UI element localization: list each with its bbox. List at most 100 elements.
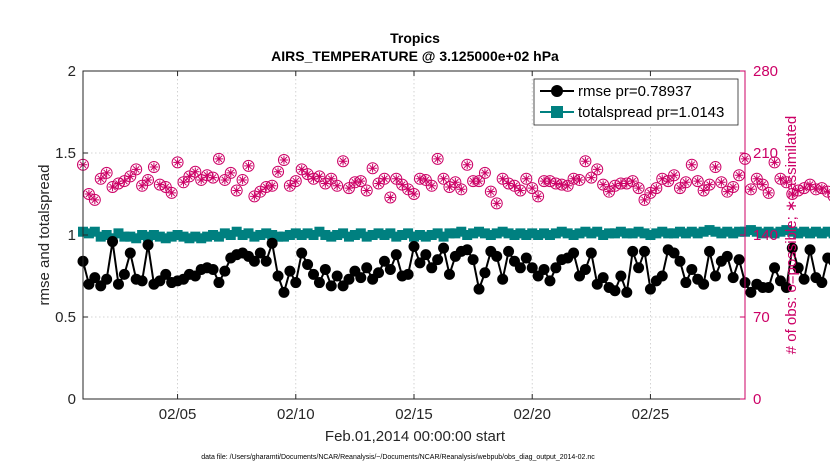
obs-possible-point — [171, 156, 184, 169]
totalspread-point — [355, 228, 366, 239]
obs-assimilated-point — [468, 176, 478, 186]
obs-possible-point — [224, 166, 237, 179]
totalspread-point — [131, 233, 142, 244]
totalspread-point — [485, 230, 496, 240]
obs-possible-point — [212, 152, 225, 165]
rmse-point — [786, 242, 798, 254]
totalspread-point — [763, 226, 774, 237]
axes: 02/05 02/10 02/15 02/20 02/25 0 0.5 1 1.5 2 0 70 140… — [55, 63, 778, 423]
obs-possible-point — [124, 170, 137, 183]
rmse-point — [302, 259, 314, 271]
chart-subtitle: AIRS_TEMPERATURE @ 3.125000e+02 hPa — [271, 48, 559, 64]
totalspread-point — [397, 230, 408, 240]
obs-assimilated-point — [391, 174, 401, 184]
obs-possible-point — [579, 155, 592, 168]
rmse-point — [319, 263, 331, 275]
rmse-point — [402, 268, 414, 280]
totalspread-point — [137, 230, 148, 240]
obs-possible-point — [384, 191, 397, 204]
obs-assimilated-point — [226, 168, 236, 178]
obs-assimilated-point — [96, 174, 106, 184]
rmse-point — [101, 273, 113, 285]
totalspread-point — [296, 230, 307, 240]
totalspread-point — [190, 231, 201, 242]
totalspread-point — [89, 226, 100, 237]
obs-assimilated-point — [722, 187, 732, 196]
totalspread-point — [450, 228, 461, 239]
obs-possible-point — [449, 176, 462, 189]
rmse-point — [461, 244, 473, 256]
obs-assimilated-point — [758, 180, 768, 189]
obs-possible-point — [827, 191, 830, 202]
obs-assimilated-point — [120, 176, 129, 186]
totalspread-point — [544, 230, 555, 240]
totalspread-point — [125, 231, 136, 242]
rmse-point — [343, 273, 355, 285]
obs-assimilated-point — [285, 181, 295, 191]
obs-assimilated-point — [380, 174, 389, 184]
x-tick-label: 02/10 — [277, 406, 315, 423]
obs-assimilated-point — [592, 165, 602, 174]
obs-assimilated-point — [787, 189, 797, 199]
obs-assimilated-point — [220, 175, 230, 185]
rmse-point — [308, 268, 320, 280]
obs-assimilated-point — [208, 173, 218, 182]
rmse-point — [822, 252, 830, 264]
obs-assimilated-point — [622, 179, 632, 188]
totalspread-point — [805, 228, 816, 239]
totalspread-point — [751, 226, 762, 237]
totalspread-point — [314, 226, 325, 237]
obs-possible-point — [715, 176, 728, 189]
obs-assimilated-point — [681, 177, 691, 187]
obs-assimilated-point — [196, 175, 206, 185]
rmse-point — [443, 268, 455, 280]
rmse-point — [733, 254, 745, 266]
y-tick-label-left: 0.5 — [55, 309, 76, 326]
obs-assimilated-point — [728, 182, 738, 192]
rmse-point — [355, 272, 367, 284]
obs-assimilated-point — [137, 181, 147, 191]
obs-assimilated-point — [563, 181, 572, 191]
obs-assimilated-point — [315, 172, 324, 181]
totalspread-point — [456, 226, 467, 237]
y-axis-left-label: rmse and totalspread — [36, 165, 53, 306]
obs-possible-point — [242, 159, 255, 172]
totalspread-point — [160, 233, 171, 244]
totalspread-point — [273, 231, 284, 242]
totalspread-point — [757, 228, 768, 239]
obs-assimilated-point — [250, 192, 259, 201]
rmse-point — [698, 278, 710, 290]
obs-assimilated-point — [114, 179, 123, 188]
totalspread-point — [669, 228, 680, 239]
totalspread-point — [438, 231, 449, 242]
totalspread-point — [409, 231, 419, 242]
totalspread-point — [432, 228, 443, 239]
obs-assimilated-point — [687, 160, 697, 170]
obs-possible-point — [378, 172, 391, 185]
rmse-point — [656, 270, 668, 282]
obs-assimilated-point — [332, 181, 342, 191]
totalspread-point — [302, 228, 313, 239]
totalspread-point — [769, 228, 780, 239]
totalspread-point — [444, 228, 455, 239]
totalspread-point — [604, 228, 615, 239]
totalspread-point — [793, 228, 804, 239]
totalspread-point — [722, 226, 733, 237]
obs-assimilated-point — [498, 174, 507, 184]
totalspread-point — [391, 231, 402, 242]
obs-assimilated-point — [557, 180, 567, 189]
totalspread-point — [527, 228, 538, 239]
obs-possible-point — [632, 182, 645, 195]
obs-assimilated-point — [616, 179, 626, 188]
obs-assimilated-point — [451, 177, 460, 187]
obs-assimilated-point — [397, 180, 407, 189]
rmse-point — [118, 268, 130, 280]
obs-assimilated-point — [811, 185, 821, 194]
rmse-point — [260, 255, 272, 267]
totalspread-point — [787, 226, 798, 237]
obs-possible-point — [325, 172, 338, 185]
totalspread-point — [361, 231, 372, 242]
obs-assimilated-point — [699, 186, 708, 195]
totalspread-point — [479, 228, 490, 239]
obs-assimilated-point — [663, 176, 673, 186]
